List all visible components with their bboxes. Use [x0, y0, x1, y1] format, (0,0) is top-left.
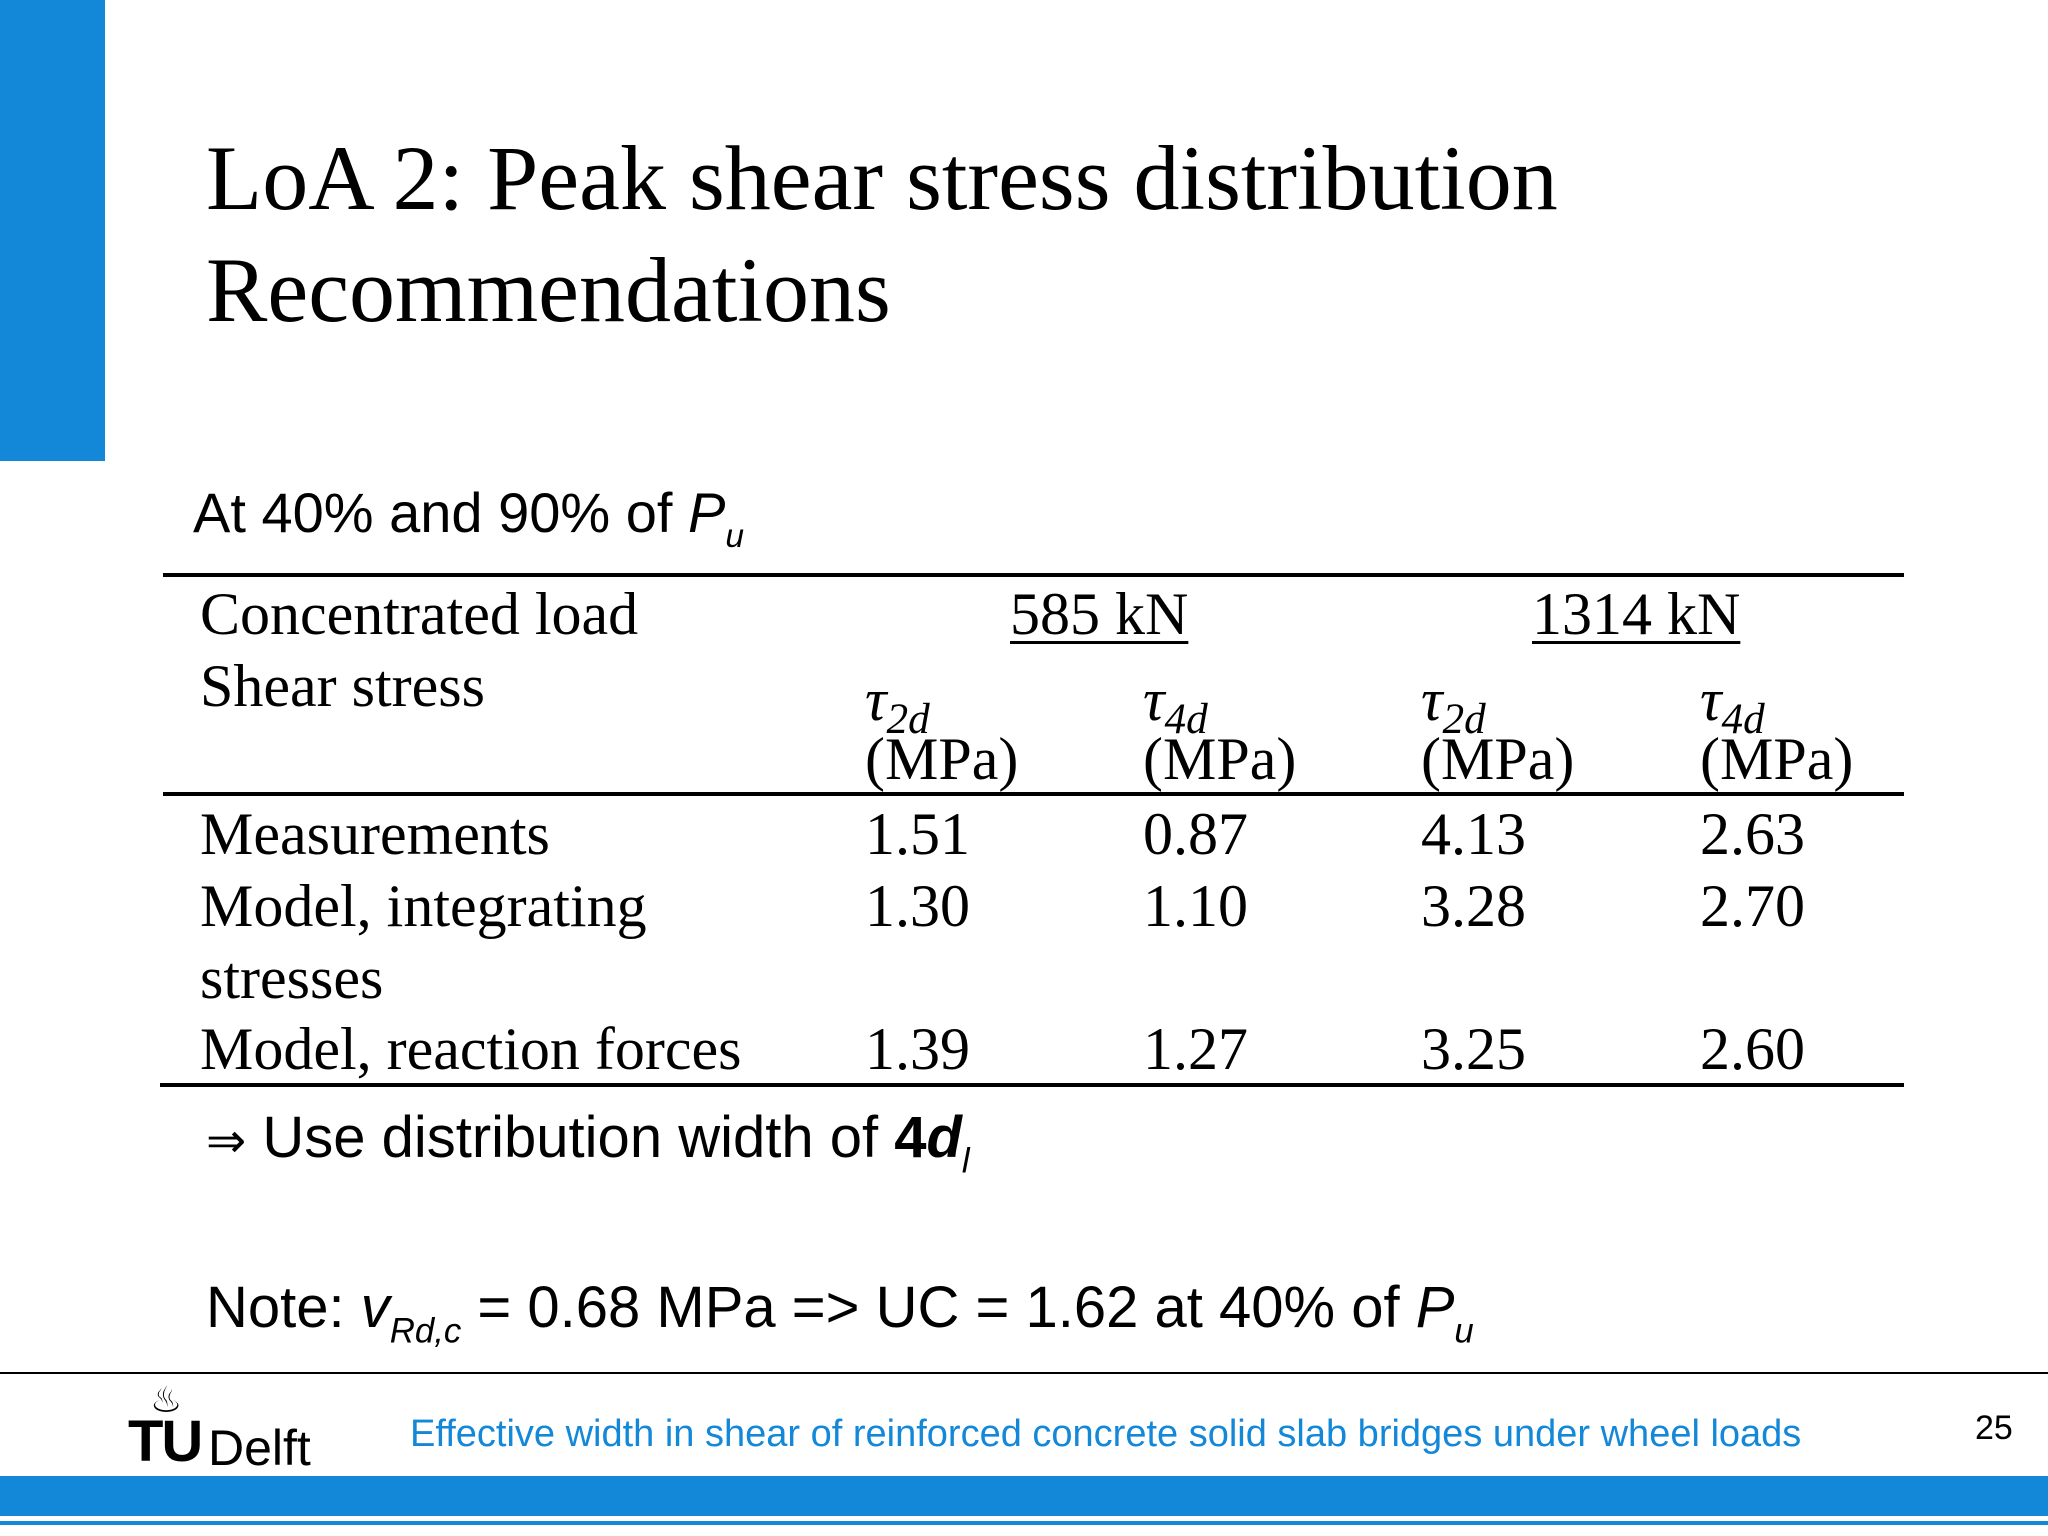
table-cell: 1.30: [865, 873, 970, 939]
row-label-model-integrating: Model, integrating: [200, 873, 647, 939]
note: Note: vRd,c = 0.68 MPa => UC = 1.62 at 4…: [206, 1272, 1474, 1349]
footer-title: Effective width in shear of reinforced c…: [410, 1413, 1802, 1455]
table-header-rule: [163, 792, 1904, 796]
note-middle: = 0.68 MPa => UC = 1.62 at 40% of: [461, 1275, 1416, 1340]
row-label-model-integrating-cont: stresses: [200, 945, 384, 1011]
row-label-measurements: Measurements: [200, 801, 550, 867]
table-cell: 1.27: [1143, 1016, 1248, 1082]
table-cell: 0.87: [1143, 801, 1248, 867]
table-cell: 3.28: [1421, 873, 1526, 939]
footer-divider: [0, 1372, 2048, 1374]
stress-column-header: τ4d: [1143, 667, 1208, 743]
subtitle-subscript: u: [725, 518, 745, 556]
title-line-2: Recommendations: [206, 239, 891, 341]
row-header-load: Concentrated load: [200, 581, 639, 647]
table-cell: 1.10: [1143, 873, 1248, 939]
conclusion-text: Use distribution width of: [246, 1105, 895, 1170]
tudelft-logo: ♨ TU Delft: [128, 1380, 338, 1480]
subtitle-prefix: At 40% and 90% of: [193, 481, 689, 544]
note-variable-2: P: [1415, 1275, 1455, 1340]
note-prefix: Note:: [206, 1275, 361, 1340]
table-cell: 2.63: [1700, 801, 1805, 867]
row-label-model-reaction: Model, reaction forces: [200, 1016, 742, 1082]
load-group-1: 585 kN: [1010, 581, 1189, 647]
logo-tu: TU: [128, 1409, 203, 1474]
table-cell: 1.39: [865, 1016, 970, 1082]
conclusion-subscript: l: [961, 1141, 970, 1181]
note-variable: v: [360, 1275, 390, 1340]
conclusion-variable: d: [926, 1105, 962, 1170]
table-cell: 1.51: [865, 801, 970, 867]
table-cell: 2.70: [1700, 873, 1805, 939]
unit-label: (MPa): [1421, 726, 1575, 792]
footer-accent-line: [0, 1521, 2048, 1525]
table-top-rule: [163, 573, 1904, 577]
unit-label: (MPa): [1700, 726, 1854, 792]
flame-icon: ♨: [150, 1379, 183, 1420]
page-number: 25: [1975, 1409, 2013, 1447]
slide-title: LoA 2: Peak shear stress distribution Re…: [206, 122, 1558, 346]
conclusion: ⇒ Use distribution width of 4dl: [206, 1102, 970, 1179]
unit-label: (MPa): [1143, 726, 1297, 792]
conclusion-bold-number: 4: [894, 1105, 927, 1170]
footer-accent-bar: [0, 1476, 2048, 1516]
load-group-2: 1314 kN: [1532, 581, 1741, 647]
table-cell: 2.60: [1700, 1016, 1805, 1082]
accent-side-bar: [0, 0, 105, 461]
slide-subtitle: At 40% and 90% of Pu: [193, 478, 744, 553]
table-cell: 4.13: [1421, 801, 1526, 867]
table-cell: 3.25: [1421, 1016, 1526, 1082]
subtitle-variable: P: [688, 481, 726, 544]
note-subscript-2: u: [1454, 1311, 1474, 1351]
stress-column-header: τ2d: [1421, 667, 1486, 743]
stress-column-header: τ2d: [865, 667, 930, 743]
unit-label: (MPa): [865, 726, 1019, 792]
logo-delft: Delft: [208, 1420, 311, 1476]
note-subscript: Rd,c: [389, 1311, 462, 1351]
implies-arrow-icon: ⇒: [206, 1113, 247, 1169]
row-header-stress: Shear stress: [200, 653, 485, 719]
table-bottom-rule: [160, 1083, 1904, 1087]
title-line-1: LoA 2: Peak shear stress distribution: [206, 127, 1558, 229]
stress-column-header: τ4d: [1700, 667, 1765, 743]
